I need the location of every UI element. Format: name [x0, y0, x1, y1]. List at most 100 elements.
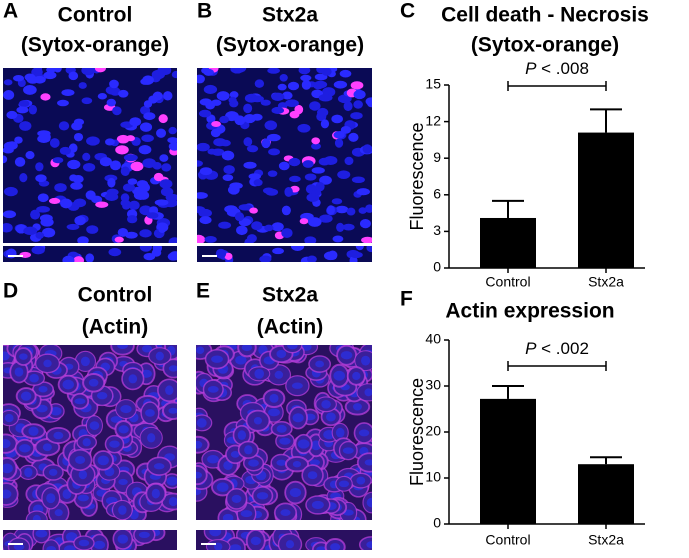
nucleus [117, 534, 129, 544]
nucleus [147, 433, 156, 443]
nucleus [276, 459, 287, 466]
nucleus [229, 91, 239, 99]
nucleus [231, 494, 242, 503]
nucleus [74, 215, 86, 226]
micrograph-strip [3, 246, 177, 262]
nucleus [229, 544, 242, 550]
x-tick-label: Stx2a [588, 532, 624, 548]
y-tick-label: 10 [425, 469, 441, 485]
nucleus [196, 488, 202, 496]
nucleus [364, 388, 372, 397]
nucleus [264, 224, 274, 232]
nucleus [49, 138, 60, 148]
y-axis-label: Fluorescence [407, 378, 427, 486]
x-tick-label: Control [485, 532, 530, 548]
nucleus [366, 246, 372, 253]
nucleus [109, 440, 120, 448]
nucleus [120, 166, 130, 177]
nucleus [168, 142, 177, 151]
p-value: P < .008 [525, 59, 589, 78]
nucleus [30, 209, 41, 220]
nucleus [279, 73, 288, 82]
nucleus [81, 97, 93, 105]
panel-letter: F [400, 288, 413, 311]
nucleus [279, 437, 291, 445]
nucleus [350, 112, 363, 120]
nucleus [316, 546, 327, 550]
bar [578, 132, 634, 268]
nucleus [277, 83, 287, 91]
panel-title: Stx2a [262, 4, 318, 27]
nucleus [28, 104, 37, 115]
nucleus [317, 107, 329, 117]
nucleus [3, 186, 18, 197]
nucleus [88, 378, 99, 387]
nucleus [120, 405, 132, 414]
nucleus [311, 142, 321, 150]
nucleus [153, 172, 164, 182]
nucleus [77, 236, 89, 243]
nucleus [272, 247, 284, 255]
nucleus [218, 221, 232, 229]
nucleus [107, 177, 116, 188]
nucleus [318, 157, 331, 166]
nucleus [207, 386, 219, 393]
nucleus [291, 246, 305, 251]
nucleus [43, 359, 52, 368]
nucleus [48, 468, 58, 476]
nucleus [127, 215, 138, 224]
nucleus [344, 156, 354, 166]
micrograph-strip [196, 530, 372, 550]
nucleus [302, 160, 314, 168]
nucleus [128, 374, 138, 384]
cell [42, 539, 60, 550]
nucleus [14, 367, 24, 377]
nucleus [223, 165, 235, 175]
nucleus [238, 204, 253, 211]
nucleus [254, 368, 265, 379]
bar [480, 398, 536, 524]
nucleus [19, 121, 32, 131]
nucleus [366, 541, 372, 549]
nucleus [268, 148, 280, 156]
nucleus [237, 430, 247, 441]
nucleus [268, 408, 280, 417]
nucleus [24, 73, 36, 82]
nucleus [219, 115, 230, 124]
nucleus [271, 222, 284, 232]
micrograph-strip [197, 246, 372, 262]
nucleus [166, 476, 177, 486]
nucleus [127, 178, 138, 185]
nucleus [77, 494, 89, 502]
panel-title: Stx2a [262, 284, 318, 307]
nucleus [19, 444, 31, 453]
nucleus [211, 355, 223, 363]
micrograph [3, 345, 177, 520]
nucleus [33, 75, 46, 84]
nucleus [143, 112, 156, 121]
nucleus [234, 68, 247, 73]
nucleus [367, 99, 372, 108]
nucleus [350, 81, 364, 90]
nucleus [105, 85, 120, 95]
nucleus [276, 424, 287, 433]
nucleus [75, 455, 86, 464]
nucleus [311, 137, 321, 145]
nucleus [203, 68, 214, 76]
nucleus [62, 489, 72, 500]
nucleus [151, 488, 160, 499]
nucleus [142, 75, 154, 85]
nucleus [70, 182, 83, 190]
nucleus [118, 89, 129, 98]
nucleus [123, 154, 138, 162]
nucleus [197, 74, 205, 84]
nucleus [266, 133, 281, 142]
y-tick-label: 3 [433, 222, 441, 238]
nucleus [260, 99, 271, 106]
panel-title: Control [58, 4, 133, 27]
nucleus [349, 251, 363, 259]
nucleus [35, 231, 45, 239]
nucleus [358, 207, 367, 214]
nucleus [141, 134, 154, 142]
nucleus [334, 138, 344, 148]
